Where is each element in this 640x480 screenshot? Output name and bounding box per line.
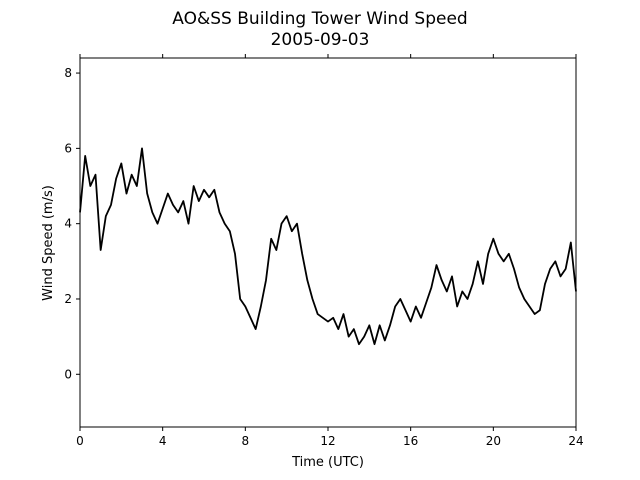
chart-title: AO&SS Building Tower Wind Speed [172, 9, 467, 29]
data-line [79, 147, 577, 346]
y-tick-label: 0 [64, 367, 72, 381]
x-tick-label: 4 [159, 434, 167, 448]
y-tick-label: 6 [64, 141, 72, 155]
x-axis-label: Time (UTC) [291, 455, 364, 470]
y-tick-label: 8 [64, 66, 72, 80]
y-axis-label: Wind Speed (m/s) [41, 185, 56, 301]
x-tick-label: 24 [568, 434, 583, 448]
x-tick-label: 12 [320, 434, 335, 448]
x-tick-label: 16 [403, 434, 418, 448]
y-tick-label: 2 [64, 292, 72, 306]
x-tick-label: 20 [486, 434, 501, 448]
y-tick-label: 4 [64, 217, 72, 231]
x-tick-label: 0 [76, 434, 84, 448]
x-tick-label: 8 [242, 434, 250, 448]
chart-subtitle: 2005-09-03 [271, 30, 370, 50]
